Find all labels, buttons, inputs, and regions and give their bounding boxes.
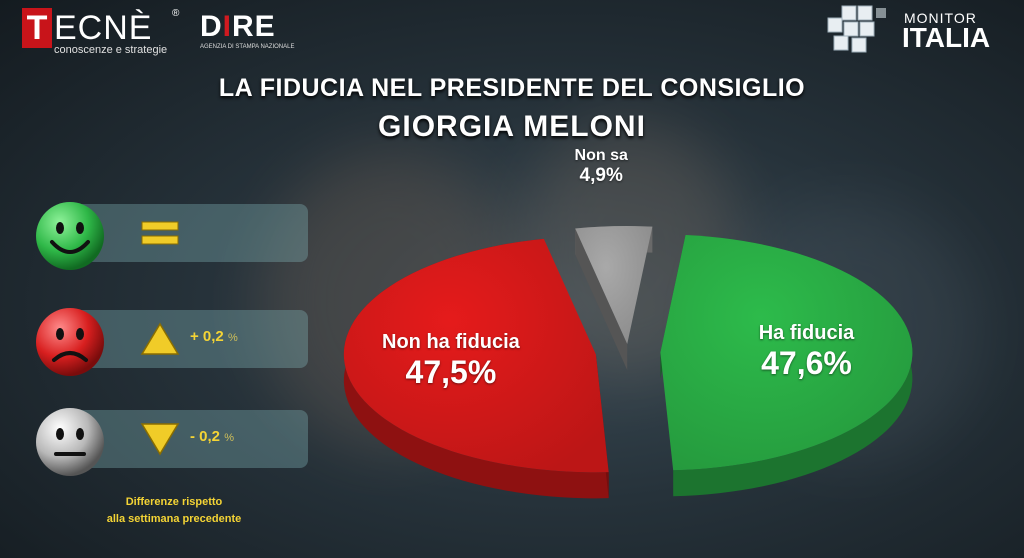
pie-label-value: 47,6% xyxy=(761,345,852,382)
legend-row-down: - 0,2 % xyxy=(34,406,308,476)
chart-title: LA FIDUCIA NEL PRESIDENTE DEL CONSIGLIO xyxy=(218,74,806,102)
pie-label: Non sa 4,9% xyxy=(556,147,646,187)
legend-bar xyxy=(74,310,308,368)
legend-note-line: alla settimana precedente xyxy=(106,513,242,525)
legend-delta: + 0,2 % xyxy=(190,328,238,345)
pie-slice-non-sa xyxy=(575,226,653,345)
registered-mark: ® xyxy=(172,8,180,19)
monitor-label: MONITOR xyxy=(904,10,977,26)
pie-label-name: Non ha fiducia xyxy=(382,331,520,354)
tecne-logo-initial: T xyxy=(22,8,52,48)
triangle-down-icon xyxy=(140,423,180,456)
italia-label: ITALIA xyxy=(902,22,991,53)
pie-label: Ha fiducia 47,6% xyxy=(707,322,907,382)
cubes-icon xyxy=(827,5,886,53)
tecne-tagline: conoscenze e strategie xyxy=(54,44,168,56)
dire-tagline: AGENZIA DI STAMPA NAZIONALE xyxy=(200,44,295,50)
legend-note-line: Differenze rispetto xyxy=(125,496,223,508)
legend-row-up: + 0,2 % xyxy=(34,306,308,376)
pie-slice-side xyxy=(343,238,609,499)
frown-red-icon xyxy=(36,308,104,376)
pie-label-name: Non sa xyxy=(574,146,628,164)
tecne-logo: T ECNÈ ® conoscenze e strategie xyxy=(22,8,182,56)
monitor-italia-logo: MONITOR ITALIA xyxy=(822,4,1017,56)
pie-slice-wall xyxy=(575,228,628,371)
pie-slice-ha-fiducia xyxy=(660,235,913,471)
legend-bar xyxy=(74,204,308,262)
dire-logo: DIRE AGENZIA DI STAMPA NAZIONALE xyxy=(200,10,295,56)
tecne-logo-word: ECNÈ xyxy=(54,9,153,47)
triangle-up-icon xyxy=(140,322,180,355)
legend-row-equal xyxy=(34,200,308,270)
pie-label-value: 4,9% xyxy=(579,164,623,186)
smiley-green-icon xyxy=(36,202,104,270)
legend-note: Differenze rispetto alla settimana prece… xyxy=(74,494,274,528)
pie-label-value: 47,5% xyxy=(405,354,497,391)
legend-delta: - 0,2 % xyxy=(190,428,234,445)
legend-bar xyxy=(74,410,308,468)
neutral-grey-icon xyxy=(36,408,104,476)
pie-slice-non-ha-fiducia xyxy=(343,238,609,473)
dire-logo-word: DIRE xyxy=(200,10,276,43)
pie-label: Non ha fiducia 47,5% xyxy=(351,331,551,391)
equal-icon xyxy=(141,221,179,245)
pie-label-name: Ha fiducia xyxy=(758,322,855,345)
chart-subtitle: GIORGIA MELONI xyxy=(378,110,646,143)
